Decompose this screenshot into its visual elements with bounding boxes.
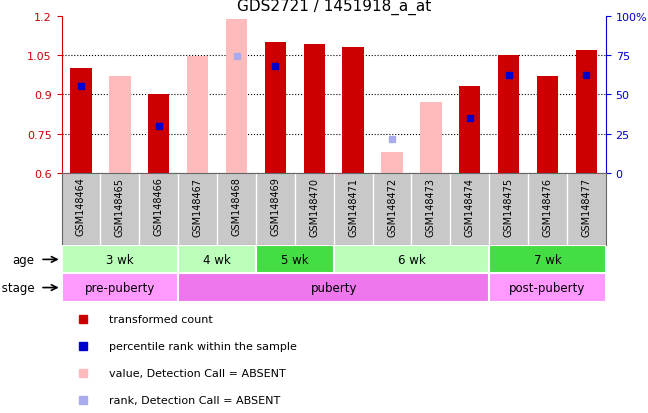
Bar [334, 246, 489, 274]
Bar [178, 246, 256, 274]
Bar [187, 57, 208, 173]
Bar [342, 48, 364, 173]
Bar [226, 20, 247, 173]
Text: GSM148468: GSM148468 [231, 177, 242, 236]
Text: rank, Detection Call = ABSENT: rank, Detection Call = ABSENT [109, 395, 281, 405]
Text: percentile rank within the sample: percentile rank within the sample [109, 341, 297, 351]
Text: post-puberty: post-puberty [509, 281, 586, 294]
Text: 4 wk: 4 wk [203, 253, 231, 266]
Text: development stage: development stage [0, 281, 34, 294]
Text: GSM148466: GSM148466 [154, 177, 164, 236]
Bar [70, 69, 92, 173]
Text: 5 wk: 5 wk [281, 253, 308, 266]
Text: GSM148469: GSM148469 [270, 177, 281, 236]
Bar [264, 43, 286, 173]
Text: puberty: puberty [310, 281, 357, 294]
Bar [459, 87, 480, 173]
Text: GSM148467: GSM148467 [192, 177, 203, 236]
Text: GSM148477: GSM148477 [581, 177, 592, 236]
Text: GSM148470: GSM148470 [309, 177, 319, 236]
Bar [62, 274, 178, 302]
Bar [109, 77, 130, 173]
Text: GSM148464: GSM148464 [76, 177, 86, 236]
Title: GDS2721 / 1451918_a_at: GDS2721 / 1451918_a_at [237, 0, 431, 15]
Bar [148, 95, 169, 173]
Text: 6 wk: 6 wk [398, 253, 425, 266]
Bar [420, 103, 441, 173]
Bar [498, 56, 519, 173]
Bar [381, 152, 402, 173]
Bar [489, 246, 606, 274]
Text: GSM148476: GSM148476 [542, 177, 553, 236]
Text: GSM148474: GSM148474 [465, 177, 475, 236]
Bar [62, 246, 178, 274]
Bar [575, 50, 597, 173]
Text: pre-puberty: pre-puberty [85, 281, 155, 294]
Text: transformed count: transformed count [109, 314, 213, 324]
Bar [178, 274, 489, 302]
Text: GSM148475: GSM148475 [503, 177, 514, 236]
Bar [489, 274, 606, 302]
Bar [303, 45, 325, 173]
Text: value, Detection Call = ABSENT: value, Detection Call = ABSENT [109, 368, 286, 378]
Bar [537, 77, 558, 173]
Text: GSM148471: GSM148471 [348, 177, 358, 236]
Text: GSM148472: GSM148472 [387, 177, 397, 236]
Text: GSM148473: GSM148473 [426, 177, 436, 236]
Text: age: age [12, 253, 34, 266]
Text: GSM148465: GSM148465 [115, 177, 125, 236]
Text: 7 wk: 7 wk [534, 253, 561, 266]
Text: 3 wk: 3 wk [106, 253, 133, 266]
Bar [256, 246, 334, 274]
